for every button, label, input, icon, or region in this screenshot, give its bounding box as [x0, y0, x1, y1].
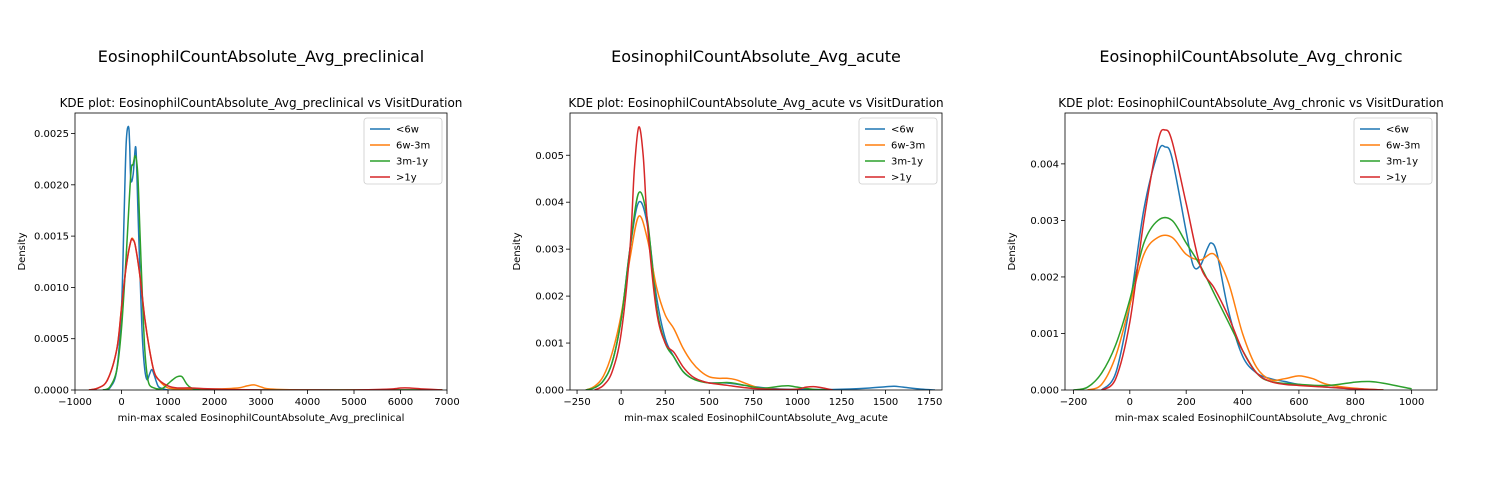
legend: <6w 6w-3m 3m-1y >1y [363, 117, 443, 185]
y-tick-label: 0.0000 [34, 386, 69, 397]
series-line-3m1y [102, 155, 443, 390]
x-tick-label: 250 [656, 397, 675, 408]
x-tick-label: 1000 [1399, 397, 1424, 408]
series-line-1y [594, 126, 833, 390]
chart-panel-1: EosinophilCountAbsolute_Avg_preclinical K… [17, 47, 462, 424]
y-tick-label: 0.001 [535, 339, 564, 350]
legend-label: <6w [891, 125, 914, 136]
x-tick-label: 3000 [248, 397, 273, 408]
y-tick-label: 0.001 [1030, 329, 1059, 340]
legend-label: >1y [891, 173, 912, 184]
y-tick-label: 0.0015 [34, 232, 69, 243]
y-axis-label: Density [512, 232, 523, 270]
series-line-6w3m [1087, 234, 1384, 390]
x-tick-label: 4000 [295, 397, 320, 408]
x-tick-label: 1000 [785, 397, 810, 408]
x-tick-label: 0 [118, 397, 124, 408]
axes-frame [1064, 112, 1438, 391]
chart-suptitle: EosinophilCountAbsolute_Avg_acute [611, 47, 901, 67]
x-tick-label: 0 [1127, 397, 1133, 408]
x-axis-label: min-max scaled EosinophilCountAbsolute_A… [1115, 413, 1387, 424]
chart-suptitle: EosinophilCountAbsolute_Avg_preclinical [98, 47, 424, 67]
x-tick-label: 1000 [155, 397, 180, 408]
x-tick-label: 5000 [341, 397, 366, 408]
chart-panel-3: EosinophilCountAbsolute_Avg_chronic KDE p… [1007, 47, 1444, 424]
y-tick-label: 0.0025 [34, 129, 69, 140]
legend: <6w 6w-3m 3m-1y >1y [858, 117, 938, 185]
chart-title: KDE plot: EosinophilCountAbsolute_Avg_ch… [1058, 96, 1443, 110]
chart-panel-2: EosinophilCountAbsolute_Avg_acute KDE plo… [512, 47, 944, 424]
legend-label: <6w [396, 125, 419, 136]
y-tick-label: 0.004 [535, 198, 564, 209]
legend-box [1353, 117, 1433, 185]
y-axis-label: Density [17, 232, 28, 270]
legend-label: 3m-1y [396, 157, 428, 168]
y-axis-label: Density [1007, 232, 1018, 270]
x-tick-label: 6000 [388, 397, 413, 408]
y-tick-label: 0.005 [535, 151, 564, 162]
series-line-6w3m [585, 215, 798, 390]
x-tick-label: 500 [700, 397, 719, 408]
legend-label: 6w-3m [396, 141, 430, 152]
chart-title: KDE plot: EosinophilCountAbsolute_Avg_ac… [568, 96, 943, 110]
legend: <6w 6w-3m 3m-1y >1y [1353, 117, 1433, 185]
x-tick-label: 400 [1233, 397, 1252, 408]
x-axis-label: min-max scaled EosinophilCountAbsolute_A… [118, 413, 405, 424]
x-tick-label: 200 [1177, 397, 1196, 408]
legend-label: 6w-3m [1386, 141, 1420, 152]
x-tick-label: −200 [1060, 397, 1087, 408]
x-tick-label: 800 [1346, 397, 1365, 408]
legend-label: >1y [1386, 173, 1407, 184]
x-tick-label: −1000 [58, 397, 92, 408]
legend-label: <6w [1386, 125, 1409, 136]
x-tick-label: 750 [744, 397, 763, 408]
y-tick-label: 0.002 [535, 292, 564, 303]
axes-frame [569, 112, 943, 391]
y-tick-label: 0.0005 [34, 334, 69, 345]
x-tick-label: 7000 [434, 397, 459, 408]
x-tick-label: 1500 [873, 397, 898, 408]
y-tick-label: 0.002 [1030, 272, 1059, 283]
legend-label: 3m-1y [891, 157, 923, 168]
series-line-3m1y [585, 191, 833, 390]
series-line-6w [102, 125, 443, 390]
x-tick-label: 2000 [202, 397, 227, 408]
y-tick-label: 0.003 [535, 245, 564, 256]
x-tick-label: 1250 [829, 397, 854, 408]
y-tick-label: 0.004 [1030, 159, 1059, 170]
series-line-3m1y [1073, 216, 1412, 390]
chart-suptitle: EosinophilCountAbsolute_Avg_chronic [1099, 47, 1402, 67]
legend-box [363, 117, 443, 185]
chart-title: KDE plot: EosinophilCountAbsolute_Avg_pr… [60, 96, 463, 110]
legend-box [858, 117, 938, 185]
series-line-1y [88, 237, 443, 390]
x-tick-label: −250 [563, 397, 590, 408]
y-tick-label: 0.0020 [34, 180, 69, 191]
x-tick-label: 600 [1289, 397, 1308, 408]
y-tick-label: 0.0010 [34, 283, 69, 294]
legend-label: >1y [396, 173, 417, 184]
series-line-6w [1101, 144, 1384, 390]
y-tick-label: 0.000 [1030, 386, 1059, 397]
legend-label: 6w-3m [891, 141, 925, 152]
x-tick-label: 1750 [917, 397, 942, 408]
y-tick-label: 0.003 [1030, 216, 1059, 227]
legend-label: 3m-1y [1386, 157, 1418, 168]
x-tick-label: 0 [618, 397, 624, 408]
y-tick-label: 0.000 [535, 386, 564, 397]
x-axis-label: min-max scaled EosinophilCountAbsolute_A… [624, 413, 888, 424]
series-line-1y [1101, 128, 1384, 390]
